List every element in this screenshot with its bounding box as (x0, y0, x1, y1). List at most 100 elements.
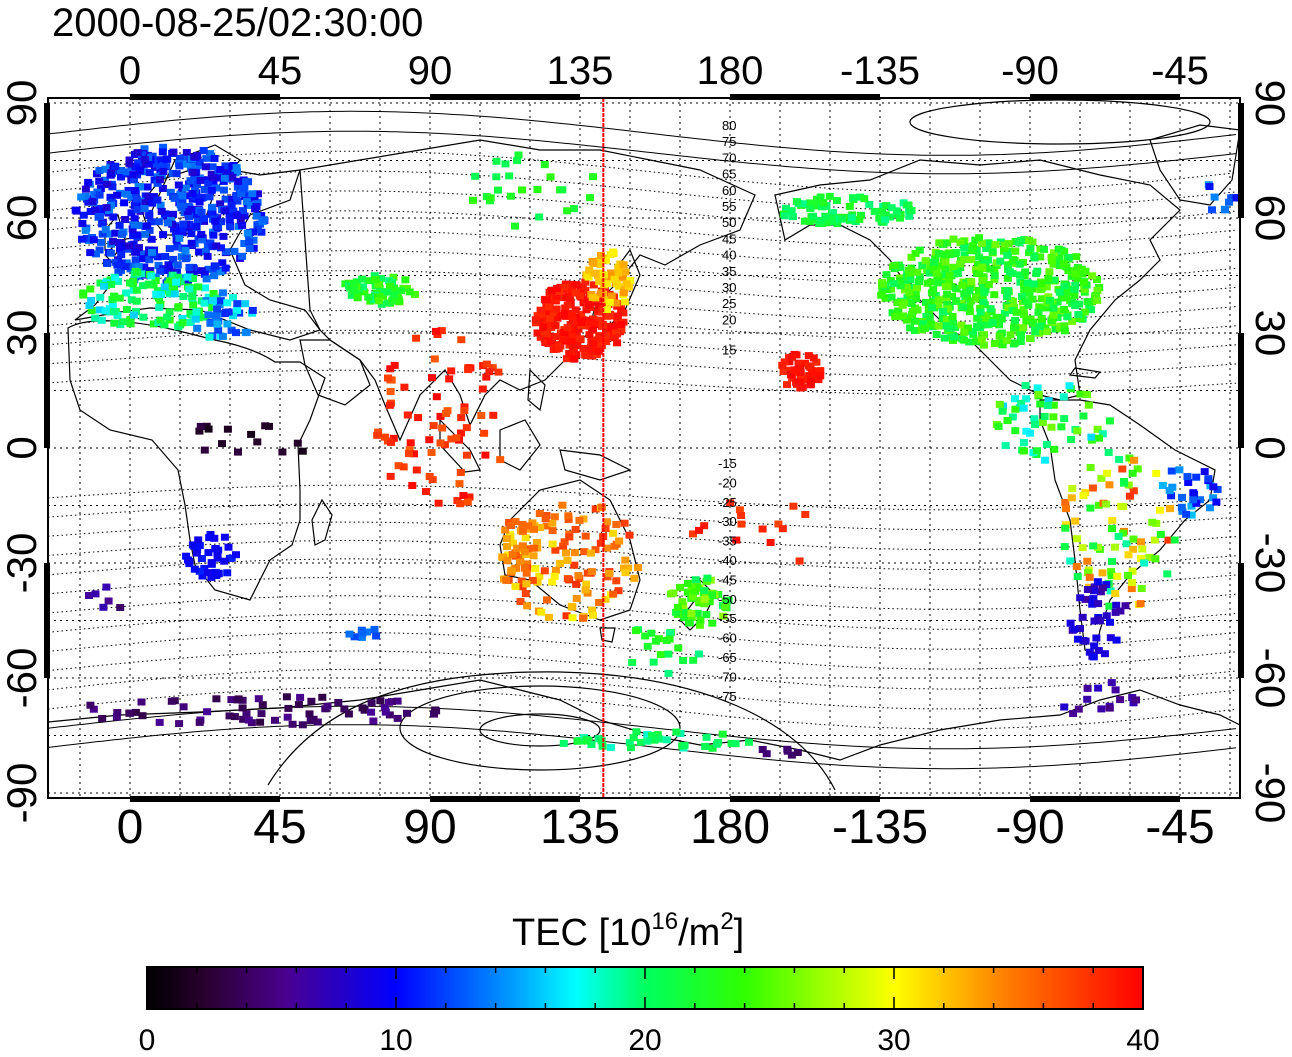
tec-cell (198, 193, 206, 201)
mag-lat-label: 30 (722, 280, 736, 295)
mag-lat-label: -15 (718, 456, 737, 471)
tec-cell (518, 527, 527, 535)
tec-cell (680, 741, 689, 749)
mag-lat-label: 65 (722, 167, 736, 182)
tec-cell (232, 212, 241, 220)
tec-cell (384, 698, 393, 706)
tec-cell (540, 161, 549, 169)
tec-cell (429, 422, 438, 430)
mag-lat-contour (48, 310, 1237, 340)
tec-cell (569, 346, 578, 354)
tec-cell (178, 192, 187, 200)
tec-cell (208, 304, 217, 311)
tec-cell (265, 422, 273, 430)
tec-cell (1060, 415, 1069, 423)
tec-cell (482, 373, 491, 381)
tec-cell (922, 298, 930, 306)
tec-cell (132, 195, 141, 203)
tec-cell (212, 174, 221, 182)
tec-cell (91, 314, 100, 322)
tec-cell (1232, 194, 1240, 202)
tec-cell (210, 534, 219, 542)
tec-cell (436, 412, 445, 420)
tec-cell (456, 500, 465, 508)
tec-cell (558, 186, 567, 194)
tec-cell (133, 206, 142, 213)
tec-cell (400, 383, 409, 391)
tec-cell (637, 738, 645, 746)
tec-cell (990, 267, 999, 275)
tec-cell (367, 699, 376, 707)
tec-cell (647, 629, 656, 637)
tec-cell (203, 569, 212, 577)
tec-cell (1119, 503, 1128, 511)
tec-cell (183, 192, 192, 200)
tec-cell (1189, 496, 1198, 504)
tec-cell (188, 168, 197, 176)
tec-cell (548, 540, 557, 548)
tec-cell (283, 713, 292, 721)
tec-cell (968, 327, 977, 335)
tec-cell (877, 291, 886, 299)
tec-cell (406, 439, 415, 447)
tec-cell (1051, 325, 1060, 333)
tec-cell (447, 435, 456, 443)
mag-lat-contour (48, 595, 1237, 630)
tec-cell (211, 263, 220, 271)
tec-cell (550, 513, 559, 521)
tec-cell (246, 201, 255, 209)
tec-cell (88, 198, 97, 205)
tec-cell (185, 213, 194, 221)
tec-cell (566, 338, 575, 346)
tec-cell (911, 290, 920, 298)
tec-cell (502, 576, 511, 584)
tec-cell (949, 319, 957, 327)
tec-cell (501, 526, 510, 534)
tec-cell (551, 566, 560, 574)
tec-cell (257, 710, 266, 718)
tec-cell (173, 261, 182, 269)
tec-cell (117, 259, 126, 267)
tec-cell (207, 210, 216, 218)
lat-tick-label-right: 30 (1247, 310, 1292, 357)
tec-cell (78, 235, 87, 243)
tec-cell (181, 184, 190, 192)
tec-cell (982, 245, 991, 252)
tec-cell (81, 192, 90, 200)
tec-cell (563, 324, 572, 332)
tec-cell (159, 143, 168, 151)
tec-cell (545, 315, 554, 323)
tec-cell (1088, 484, 1097, 492)
tec-cell (1060, 282, 1069, 290)
tec-cell (253, 226, 262, 234)
tec-cell (587, 741, 596, 748)
tec-cell (632, 728, 641, 736)
tec-cell (1012, 308, 1021, 316)
tec-cell (516, 558, 525, 566)
tec-cell (138, 712, 147, 720)
tec-cell (121, 263, 130, 271)
tec-cell (612, 521, 621, 528)
tec-cell (350, 280, 358, 288)
tec-cell (102, 204, 111, 212)
tec-cell (204, 265, 213, 273)
tec-cell (988, 248, 997, 256)
tec-cell (192, 308, 201, 316)
tec-cell (567, 310, 576, 318)
tec-cell (945, 278, 954, 286)
tec-cell (205, 534, 214, 542)
tec-cell (111, 275, 120, 283)
tec-cell (1096, 588, 1105, 596)
tec-cell (159, 231, 168, 239)
tec-cell (518, 542, 527, 550)
tec-cell (367, 708, 376, 716)
tec-cell (373, 431, 382, 439)
mag-lat-label: -25 (718, 495, 737, 510)
tec-cell (1064, 254, 1073, 261)
tec-cell (533, 539, 541, 546)
tec-cell (1128, 567, 1137, 575)
tec-cell (887, 293, 896, 301)
tec-cell (214, 570, 223, 578)
tec-cell (462, 451, 471, 459)
